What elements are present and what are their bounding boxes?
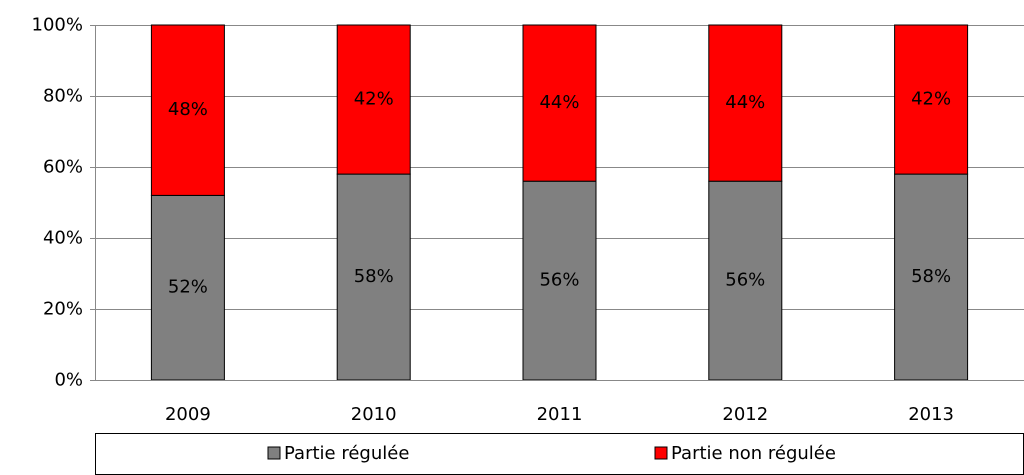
legend-swatch: [267, 446, 281, 460]
bar-segment: [894, 24, 969, 175]
data-label: 48%: [168, 99, 208, 120]
x-tick-label: 2011: [537, 404, 583, 425]
y-tick-label: 0%: [54, 370, 83, 391]
bar-segment: [150, 194, 225, 381]
bar-segment: [708, 24, 783, 182]
data-label: 56%: [539, 270, 579, 291]
y-tick-label: 40%: [43, 228, 83, 249]
data-label: 52%: [168, 277, 208, 298]
x-tick-label: 2010: [351, 404, 397, 425]
y-tick-label: 80%: [43, 86, 83, 107]
legend-box: [95, 433, 1024, 475]
data-label: 42%: [911, 89, 951, 110]
data-label: 44%: [539, 92, 579, 113]
x-tick-label: 2013: [908, 404, 954, 425]
data-label: 56%: [725, 270, 765, 291]
x-tick-label: 2012: [722, 404, 768, 425]
y-tick-label: 100%: [32, 15, 83, 36]
data-label: 44%: [725, 92, 765, 113]
bar-segment: [894, 173, 969, 381]
bar-segment: [150, 24, 225, 196]
data-label: 58%: [911, 266, 951, 287]
legend-swatch: [654, 446, 668, 460]
data-label: 58%: [354, 266, 394, 287]
y-tick-label: 20%: [43, 299, 83, 320]
bar-segment: [522, 24, 597, 182]
bar-segment: [708, 180, 783, 381]
bar-segment: [522, 180, 597, 381]
bar-segment: [336, 173, 411, 381]
x-tick-label: 2009: [165, 404, 211, 425]
y-tick-label: 60%: [43, 157, 83, 178]
bar-segment: [336, 24, 411, 175]
legend-label: Partie non régulée: [671, 443, 836, 464]
legend-label: Partie régulée: [284, 443, 409, 464]
data-label: 42%: [354, 89, 394, 110]
